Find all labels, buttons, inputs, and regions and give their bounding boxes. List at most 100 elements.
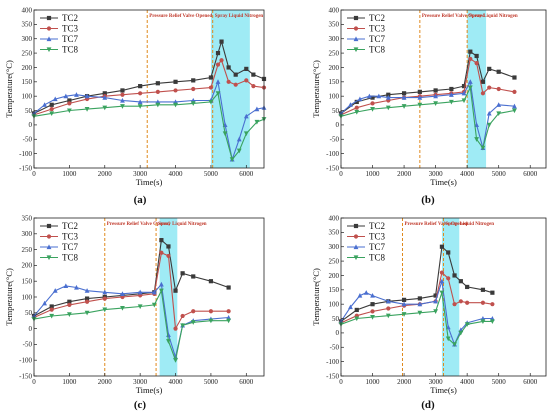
- data-point-tc3: [370, 309, 375, 314]
- data-point-tc7: [417, 301, 423, 307]
- legend-marker-tc3: [46, 26, 52, 31]
- panel-label: (d): [421, 399, 435, 411]
- legend-marker-tc7: [353, 36, 359, 42]
- series-line-tc3: [340, 271, 493, 324]
- data-point-tc3: [102, 296, 107, 301]
- y-tick-label: 100: [329, 92, 340, 100]
- data-point-tc3: [251, 84, 256, 89]
- data-point-tc8: [385, 313, 391, 319]
- data-point-tc3: [226, 79, 231, 84]
- data-point-tc3: [244, 78, 249, 83]
- y-tick-label: 350: [329, 229, 340, 237]
- axes-frame: [340, 217, 547, 377]
- y-tick-label: 0: [336, 329, 340, 337]
- data-point-tc8: [173, 102, 178, 108]
- data-point-tc8: [222, 131, 228, 137]
- data-point-tc8: [102, 307, 108, 313]
- legend-label-tc8: TC8: [62, 253, 79, 263]
- panel-label: (b): [421, 194, 435, 206]
- data-point-tc7: [348, 304, 353, 310]
- data-point-tc8: [474, 137, 480, 142]
- data-point-tc2: [159, 238, 164, 243]
- series-line-tc7: [33, 283, 229, 360]
- spray-shaded-region: [159, 218, 178, 376]
- data-point-tc7: [448, 92, 454, 97]
- data-point-tc7: [512, 103, 517, 109]
- data-point-tc8: [254, 119, 260, 125]
- data-point-tc7: [439, 278, 445, 284]
- legend-marker-tc2: [46, 223, 52, 229]
- data-point-tc8: [354, 316, 360, 322]
- data-point-tc7: [63, 283, 69, 289]
- data-point-tc2: [354, 307, 359, 313]
- data-point-tc7: [102, 289, 108, 295]
- data-point-tc2: [512, 75, 517, 80]
- annotation-label: Spray Liquid Nitrogen: [469, 14, 518, 19]
- data-point-tc8: [496, 111, 502, 117]
- y-tick-label: 50: [25, 107, 33, 115]
- data-point-tc7: [496, 102, 502, 107]
- data-point-tc3: [67, 302, 72, 307]
- y-tick-label: 200: [22, 262, 33, 270]
- y-tick-label: 100: [329, 300, 340, 308]
- y-tick-label: -150: [326, 164, 339, 172]
- data-point-tc3: [120, 294, 125, 300]
- legend-label-tc3: TC3: [62, 232, 79, 242]
- y-tick-label: -150: [19, 164, 32, 172]
- data-point-tc2: [496, 69, 501, 74]
- data-point-tc2: [452, 273, 457, 278]
- y-tick-label: 300: [329, 243, 340, 251]
- data-point-tc3: [138, 293, 143, 298]
- x-tick-label: 4000: [169, 170, 184, 178]
- legend-label-tc2: TC2: [62, 13, 78, 23]
- data-point-tc3: [173, 326, 178, 331]
- data-point-tc2: [401, 297, 407, 302]
- legend-label-tc7: TC7: [369, 34, 386, 44]
- legend-marker-tc8: [353, 47, 359, 53]
- data-point-tc7: [357, 96, 363, 102]
- x-tick-label: 0: [339, 378, 343, 386]
- data-point-tc7: [433, 93, 439, 99]
- data-point-tc7: [370, 292, 375, 298]
- data-point-tc7: [357, 292, 363, 298]
- data-point-tc2: [215, 50, 221, 56]
- data-point-tc2: [417, 296, 422, 301]
- y-tick-label: 300: [329, 35, 340, 43]
- data-point-tc3: [166, 253, 171, 259]
- y-tick-label: 50: [332, 315, 340, 323]
- data-point-tc3: [452, 302, 457, 307]
- data-point-tc2: [439, 244, 445, 249]
- data-point-tc7: [151, 289, 157, 295]
- x-tick-label: 1000: [62, 170, 77, 178]
- legend-marker-tc3: [353, 26, 359, 31]
- data-point-tc7: [137, 99, 143, 105]
- data-point-tc3: [155, 89, 160, 94]
- y-axis-label: Temperature(°C): [311, 268, 321, 326]
- data-point-tc3: [191, 86, 196, 92]
- data-point-tc7: [363, 290, 369, 295]
- data-point-tc3: [67, 101, 72, 106]
- data-point-tc7: [120, 291, 125, 296]
- annotation-label: Spray Liquid Nitrogen: [446, 222, 495, 227]
- data-point-tc3: [465, 300, 470, 305]
- data-point-tc7: [348, 102, 353, 107]
- data-point-tc8: [137, 304, 143, 310]
- x-tick-label: 3000: [429, 170, 444, 178]
- x-tick-label: 2000: [397, 170, 412, 178]
- data-point-tc8: [180, 323, 186, 329]
- y-tick-label: -100: [326, 358, 339, 366]
- data-point-tc2: [480, 287, 486, 292]
- data-point-tc7: [52, 288, 58, 293]
- data-point-tc8: [401, 104, 407, 109]
- data-point-tc8: [229, 157, 235, 162]
- y-tick-label: 50: [25, 309, 33, 317]
- data-point-tc7: [63, 93, 69, 99]
- panel-label: (a): [134, 194, 147, 206]
- data-point-tc3: [474, 61, 479, 66]
- data-point-tc2: [433, 88, 438, 93]
- x-tick-label: 6000: [239, 170, 254, 178]
- data-point-tc3: [439, 270, 445, 275]
- legend-marker-tc8: [46, 255, 52, 261]
- y-tick-label: 200: [329, 272, 340, 280]
